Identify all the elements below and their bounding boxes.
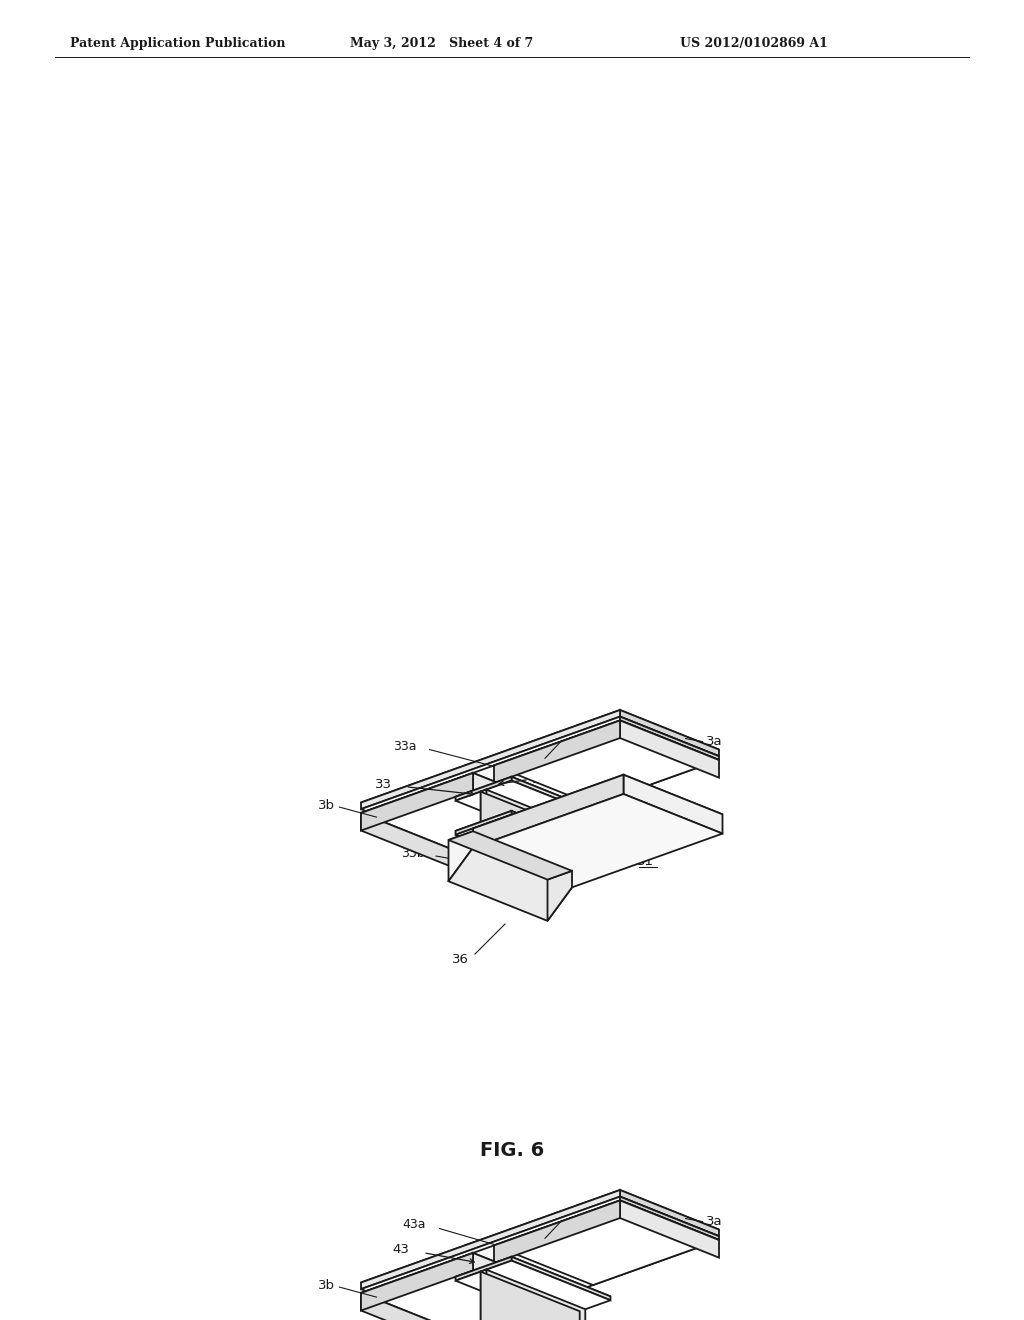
Polygon shape	[456, 810, 512, 834]
Polygon shape	[512, 776, 610, 820]
Polygon shape	[361, 721, 719, 853]
Polygon shape	[473, 775, 723, 869]
Text: 31: 31	[637, 854, 654, 867]
Polygon shape	[456, 1261, 610, 1320]
Polygon shape	[494, 1200, 719, 1286]
Text: 33b: 33b	[401, 846, 425, 859]
Polygon shape	[361, 1200, 719, 1320]
Text: 32a: 32a	[521, 828, 545, 841]
Text: 32b: 32b	[521, 837, 545, 850]
Text: 3b: 3b	[318, 1279, 335, 1291]
Polygon shape	[620, 717, 719, 760]
Polygon shape	[361, 710, 719, 842]
Polygon shape	[361, 1294, 460, 1320]
Text: 42: 42	[523, 1309, 541, 1320]
Polygon shape	[548, 871, 572, 921]
Polygon shape	[512, 1257, 610, 1300]
Polygon shape	[512, 810, 610, 854]
Polygon shape	[361, 774, 572, 853]
Polygon shape	[456, 810, 610, 870]
Text: 43: 43	[393, 1243, 410, 1257]
Polygon shape	[480, 1271, 580, 1320]
Polygon shape	[361, 710, 620, 809]
Polygon shape	[620, 710, 719, 756]
Polygon shape	[361, 1191, 620, 1290]
Polygon shape	[449, 832, 572, 879]
Polygon shape	[361, 774, 473, 830]
Polygon shape	[494, 721, 719, 805]
Polygon shape	[456, 1257, 512, 1280]
Polygon shape	[361, 1253, 473, 1311]
Text: 2: 2	[565, 1217, 574, 1230]
Text: 2: 2	[565, 737, 574, 750]
Text: 33a: 33a	[393, 741, 416, 752]
Text: US 2012/0102869 A1: US 2012/0102869 A1	[680, 37, 827, 49]
Polygon shape	[456, 814, 610, 874]
Text: 3b: 3b	[318, 799, 335, 812]
Text: 3a: 3a	[706, 1214, 722, 1228]
Polygon shape	[620, 1200, 719, 1258]
Polygon shape	[449, 832, 473, 882]
Text: Patent Application Publication: Patent Application Publication	[70, 37, 286, 49]
Polygon shape	[456, 1257, 610, 1316]
Polygon shape	[473, 774, 572, 830]
Polygon shape	[480, 1270, 486, 1320]
Text: 3a: 3a	[706, 735, 722, 748]
Text: May 3, 2012   Sheet 4 of 7: May 3, 2012 Sheet 4 of 7	[350, 37, 534, 49]
Text: 33: 33	[375, 779, 392, 791]
Text: 36: 36	[452, 953, 468, 965]
Polygon shape	[624, 775, 723, 834]
Polygon shape	[361, 1253, 572, 1320]
Polygon shape	[620, 1191, 719, 1237]
Polygon shape	[456, 776, 512, 801]
Polygon shape	[486, 1270, 586, 1320]
Polygon shape	[473, 775, 624, 847]
Text: 43a: 43a	[402, 1218, 426, 1232]
Polygon shape	[361, 813, 460, 870]
Polygon shape	[473, 795, 723, 887]
Text: 32: 32	[532, 774, 549, 785]
Polygon shape	[449, 847, 572, 921]
Polygon shape	[456, 780, 610, 841]
Polygon shape	[473, 1253, 572, 1311]
Polygon shape	[620, 721, 719, 777]
Polygon shape	[486, 789, 586, 859]
Polygon shape	[361, 1191, 719, 1320]
Polygon shape	[480, 820, 586, 862]
Polygon shape	[480, 792, 580, 862]
Polygon shape	[494, 1200, 620, 1263]
Polygon shape	[480, 789, 486, 822]
Polygon shape	[620, 1197, 719, 1239]
Polygon shape	[361, 1197, 719, 1320]
Polygon shape	[361, 717, 719, 849]
Polygon shape	[494, 721, 620, 783]
Polygon shape	[456, 776, 610, 837]
Text: FIG. 6: FIG. 6	[480, 1140, 544, 1159]
